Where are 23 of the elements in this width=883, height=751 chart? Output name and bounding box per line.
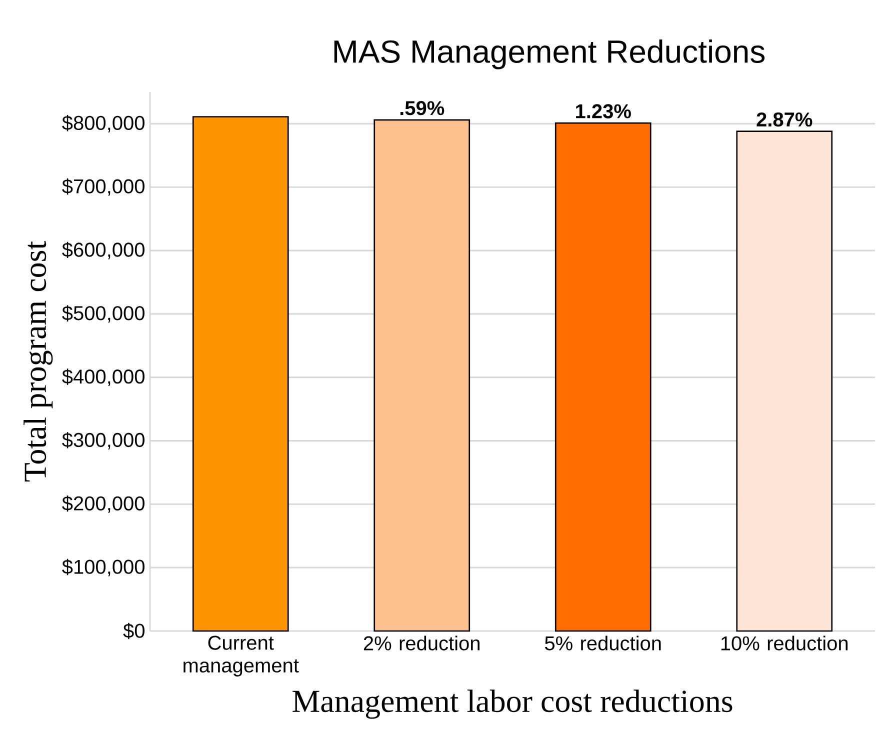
- y-tick-label: $500,000: [62, 305, 144, 323]
- bar: [554, 122, 652, 632]
- y-tick-label: $200,000: [62, 495, 144, 513]
- x-tick-label: 10% reduction: [721, 636, 848, 650]
- bar: [192, 116, 289, 632]
- annotation: 1.23%: [576, 104, 631, 118]
- annotation: .59%: [400, 101, 444, 116]
- y-tick-label: $600,000: [62, 242, 144, 260]
- y-tick-label: $300,000: [62, 432, 144, 450]
- x-tick-label: 5% reduction: [544, 636, 661, 650]
- y-axis-title: Total program cost: [24, 241, 53, 482]
- bar: [374, 119, 470, 632]
- y-tick-label: $800,000: [62, 115, 144, 132]
- y-tick-label: $100,000: [62, 558, 144, 576]
- x-tick-label: 2% reduction: [364, 636, 480, 650]
- x-tick-label: Current management: [184, 636, 299, 676]
- y-tick-label: $0: [123, 622, 144, 640]
- y-tick-label: $700,000: [62, 178, 144, 196]
- annotation: 2.87%: [756, 112, 812, 127]
- x-axis-title: Management labor cost reductions: [292, 690, 732, 719]
- y-tick-label: $400,000: [62, 368, 144, 386]
- chart-title: MAS Management Reductions: [334, 39, 765, 70]
- bar: [736, 130, 833, 632]
